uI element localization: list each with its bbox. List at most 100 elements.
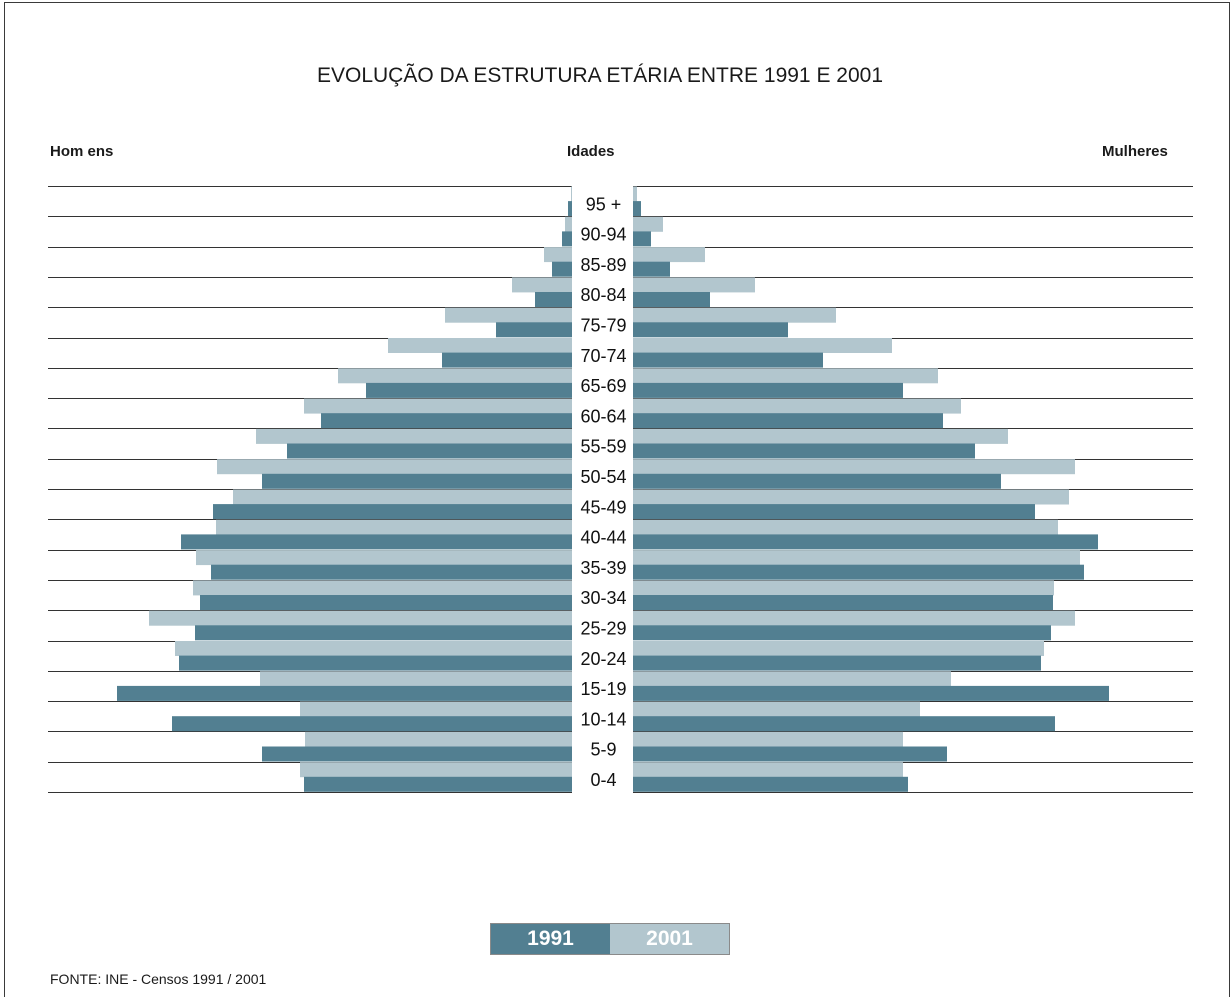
bar-women-1991 <box>633 261 670 277</box>
bar-women-2001 <box>633 762 903 778</box>
bar-women-1991 <box>633 716 1055 732</box>
bar-women-2001 <box>633 307 836 323</box>
age-label: 55-59 <box>580 437 626 457</box>
bar-women-1991 <box>633 231 651 247</box>
bar-women-2001 <box>633 186 637 202</box>
bar-women-1991 <box>633 413 943 429</box>
ages-header: Idades <box>567 143 615 160</box>
bar-men-1991 <box>181 534 572 550</box>
age-label: 50-54 <box>580 467 626 487</box>
bar-men-1991 <box>321 413 572 429</box>
age-label: 90-94 <box>580 225 626 245</box>
bar-men-2001 <box>300 762 572 778</box>
bar-women-2001 <box>633 580 1054 596</box>
bar-men-1991 <box>200 595 572 610</box>
bar-men-1991 <box>195 625 572 641</box>
bar-men-1991 <box>213 504 572 520</box>
bar-women-1991 <box>633 776 908 792</box>
bar-women-1991 <box>633 746 947 762</box>
age-label: 85-89 <box>580 255 626 275</box>
bar-men-2001 <box>445 307 572 323</box>
bar-men-2001 <box>233 489 572 505</box>
age-label: 35-39 <box>580 558 626 578</box>
bar-men-1991 <box>562 231 572 247</box>
chart-frame <box>4 2 1230 997</box>
age-label: 30-34 <box>580 588 626 608</box>
bar-women-2001 <box>633 610 1075 626</box>
bar-men-2001 <box>216 519 572 535</box>
bar-men-2001 <box>217 459 572 475</box>
bar-men-2001 <box>388 338 572 353</box>
bar-men-1991 <box>172 716 572 732</box>
bar-women-2001 <box>633 338 892 353</box>
age-label: 15-19 <box>580 679 626 699</box>
age-label: 0-4 <box>590 770 616 790</box>
bar-women-1991 <box>633 625 1051 641</box>
bar-men-2001 <box>305 731 572 747</box>
bar-women-1991 <box>633 322 788 338</box>
age-label: 5-9 <box>590 740 616 760</box>
bar-men-1991 <box>287 443 572 459</box>
bar-men-2001 <box>571 186 572 202</box>
bar-women-2001 <box>633 489 1069 505</box>
chart-title: EVOLUÇÃO DA ESTRUTURA ETÁRIA ENTRE 1991 … <box>316 64 884 87</box>
age-label: 95 + <box>586 194 622 214</box>
bar-men-2001 <box>304 398 572 414</box>
bar-women-1991 <box>633 595 1053 610</box>
bar-women-1991 <box>633 564 1084 580</box>
bar-women-2001 <box>633 398 961 414</box>
bar-women-1991 <box>633 534 1098 550</box>
age-label: 65-69 <box>580 376 626 396</box>
legend-1991: 1991 <box>491 924 610 954</box>
bar-men-1991 <box>366 382 572 398</box>
bar-men-2001 <box>193 580 572 596</box>
bar-women-2001 <box>633 519 1058 535</box>
bar-men-2001 <box>196 550 572 566</box>
bar-women-1991 <box>633 473 1001 489</box>
bar-women-1991 <box>633 655 1041 671</box>
age-label: 45-49 <box>580 497 626 517</box>
bar-women-2001 <box>633 277 755 293</box>
bar-women-1991 <box>633 443 975 459</box>
bar-men-1991 <box>211 564 572 580</box>
bar-women-2001 <box>633 550 1080 566</box>
bar-men-1991 <box>552 261 572 277</box>
bar-women-1991 <box>633 352 823 368</box>
bar-women-1991 <box>633 292 710 307</box>
bar-women-2001 <box>633 641 1044 656</box>
bar-women-2001 <box>633 731 903 747</box>
bar-men-1991 <box>179 655 572 671</box>
bar-men-2001 <box>300 701 572 717</box>
bar-men-1991 <box>442 352 572 368</box>
bar-women-2001 <box>633 368 938 384</box>
bar-men-2001 <box>565 216 572 232</box>
bar-men-1991 <box>496 322 572 338</box>
bar-men-1991 <box>117 685 572 701</box>
bar-men-1991 <box>304 776 572 792</box>
bar-men-1991 <box>568 201 572 217</box>
bar-women-2001 <box>633 459 1075 475</box>
age-label: 80-84 <box>580 285 626 305</box>
men-header: Hom ens <box>50 143 114 160</box>
source-note: FONTE: INE - Censos 1991 / 2001 <box>50 971 267 987</box>
bar-women-1991 <box>633 201 641 217</box>
bar-men-2001 <box>149 610 572 626</box>
age-label: 75-79 <box>580 316 626 336</box>
age-label: 25-29 <box>580 619 626 639</box>
bar-women-2001 <box>633 701 920 717</box>
bar-men-1991 <box>262 473 572 489</box>
bar-women-2001 <box>633 428 1008 444</box>
bar-men-2001 <box>338 368 572 384</box>
bar-men-2001 <box>256 428 572 444</box>
age-label: 40-44 <box>580 528 626 548</box>
women-header: Mulheres <box>1102 143 1168 160</box>
bar-men-1991 <box>535 292 572 307</box>
legend-2001: 2001 <box>610 924 729 954</box>
bar-women-2001 <box>633 247 705 263</box>
bar-women-1991 <box>633 504 1035 520</box>
bar-men-2001 <box>260 671 572 687</box>
bar-women-1991 <box>633 382 903 398</box>
age-label: 20-24 <box>580 649 626 669</box>
bar-women-2001 <box>633 671 951 687</box>
